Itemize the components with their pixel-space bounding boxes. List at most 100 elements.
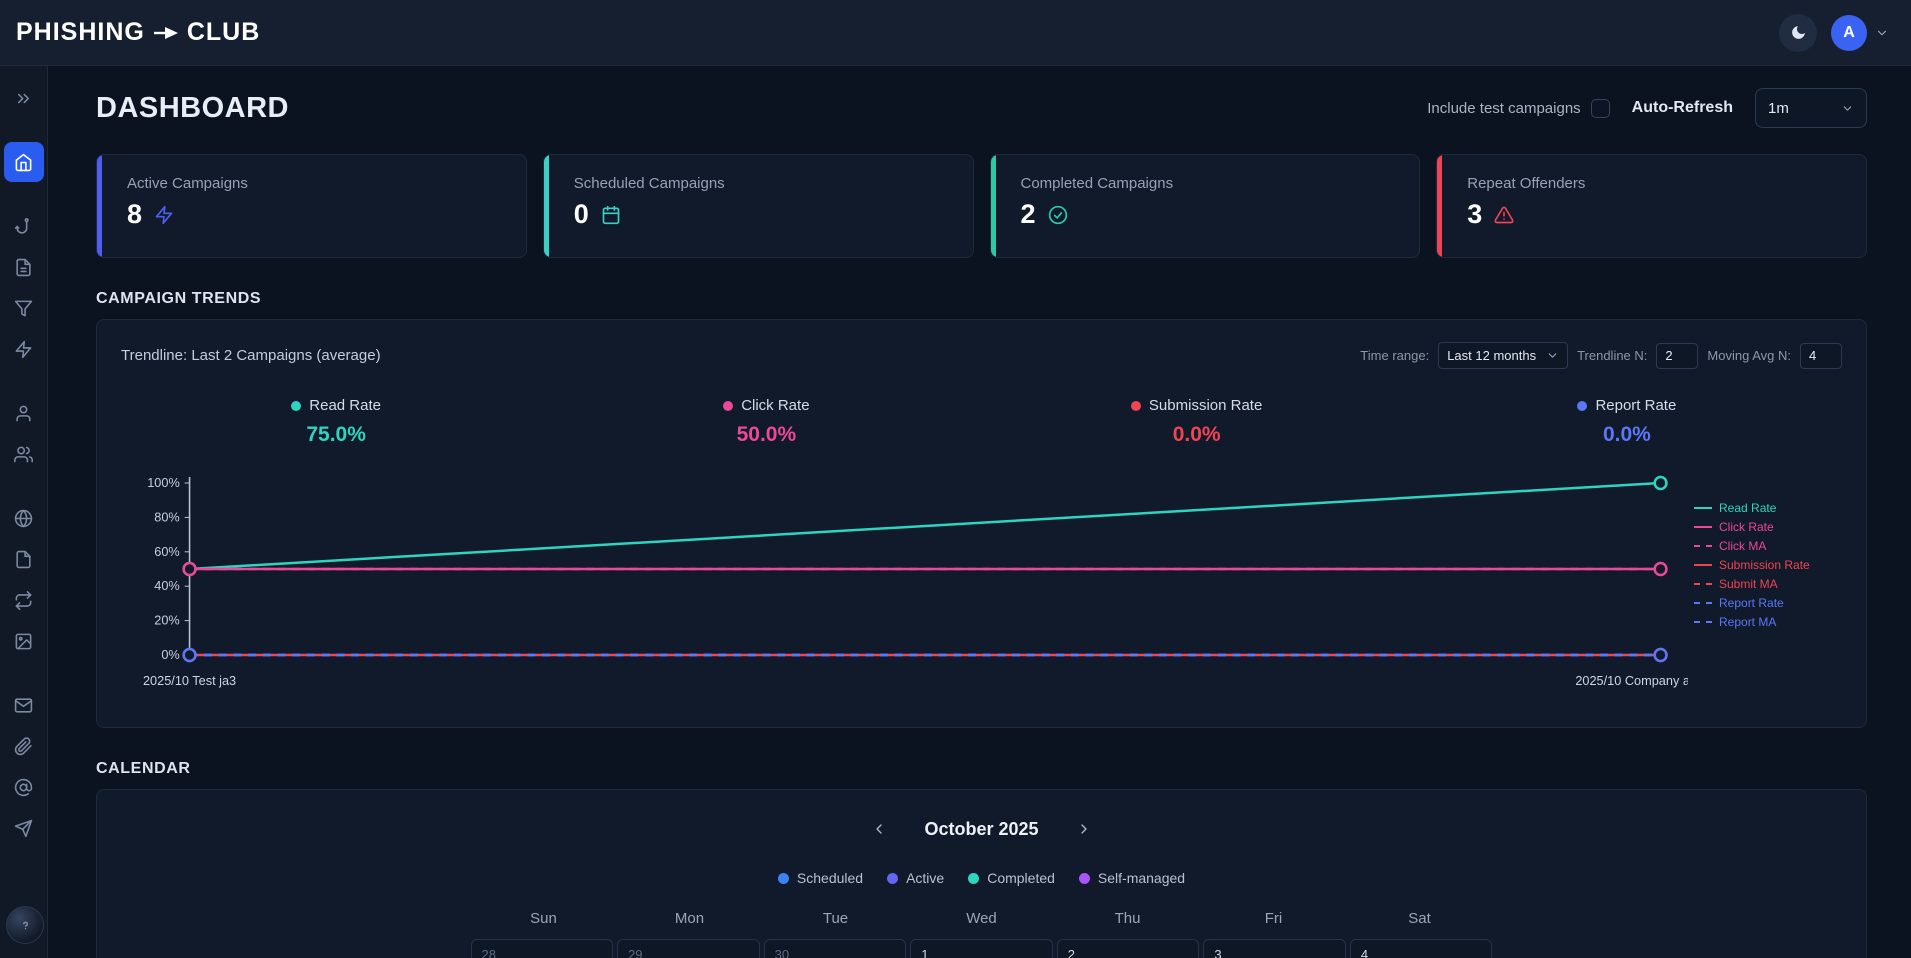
home-icon bbox=[15, 153, 32, 171]
calendar-cell[interactable]: 30 bbox=[763, 939, 907, 958]
chevron-down-icon bbox=[1877, 30, 1887, 35]
chart-legend-label: Report Rate bbox=[1719, 596, 1784, 610]
calendar-day-header: Fri bbox=[1264, 910, 1283, 927]
calendar-prev-button[interactable] bbox=[864, 814, 894, 844]
chart-legend-label: Click MA bbox=[1719, 539, 1767, 553]
avatar[interactable]: A bbox=[1831, 14, 1867, 51]
svg-text:20%: 20% bbox=[154, 612, 179, 627]
calendar-next-button[interactable] bbox=[1069, 814, 1099, 844]
sidebar-item-proxies[interactable] bbox=[4, 580, 44, 620]
help-button[interactable] bbox=[6, 906, 44, 944]
chevron-left-icon bbox=[876, 824, 883, 834]
stat-accent-bar bbox=[543, 155, 549, 257]
calendar-day-headers: Sun Mon Tue Wed Thu Fri Sat bbox=[471, 910, 1493, 927]
calendar-section-title: CALENDAR bbox=[96, 760, 191, 777]
legend-dot bbox=[777, 872, 789, 884]
chart-legend-item: Report Rate bbox=[1694, 596, 1842, 610]
globe-icon bbox=[14, 509, 33, 527]
calendar-cell[interactable]: 2 bbox=[1056, 939, 1200, 958]
hook-icon bbox=[14, 217, 29, 234]
sidebar-item-sending[interactable] bbox=[4, 808, 44, 848]
stat-value: 0 bbox=[573, 199, 589, 229]
brand-text-right: CLUB bbox=[186, 18, 261, 46]
calendar-icon bbox=[601, 205, 621, 225]
calendar-cell[interactable]: 29 bbox=[617, 939, 760, 958]
calendar-cell[interactable]: 4 bbox=[1349, 939, 1493, 958]
header-controls: Include test campaigns Auto-Refresh 1m bbox=[1427, 88, 1867, 128]
main-content: DASHBOARD Include test campaigns Auto-Re… bbox=[48, 66, 1911, 958]
sidebar-item-email[interactable] bbox=[4, 685, 44, 725]
calendar-cell-day: 28 bbox=[481, 947, 496, 958]
swap-icon bbox=[15, 590, 32, 610]
sidebar-item-dashboard[interactable] bbox=[3, 142, 44, 182]
metric-dot bbox=[1577, 400, 1588, 411]
calendar-day-header: Mon bbox=[674, 910, 705, 927]
trends-controls: Time range: Last 12 months Trendline N: … bbox=[1360, 342, 1842, 369]
calendar-cell-day: 3 bbox=[1214, 947, 1222, 958]
chart-legend-swatch bbox=[1694, 621, 1712, 623]
sidebar-item-campaigns[interactable] bbox=[4, 329, 44, 369]
trend-chart-legend: Read Rate Click Rate Click MA Submission Ra… bbox=[1694, 469, 1842, 629]
legend-label: Self-managed bbox=[1097, 870, 1186, 886]
svg-text:40%: 40% bbox=[154, 578, 179, 593]
metric-value: 0.0% bbox=[1172, 423, 1221, 446]
chart-legend-label: Click Rate bbox=[1719, 520, 1774, 534]
chart-legend-label: Submit MA bbox=[1719, 577, 1778, 591]
metric-report-rate: Report Rate 0.0% bbox=[1412, 397, 1842, 447]
include-test-campaigns-checkbox[interactable] bbox=[1590, 98, 1610, 118]
stat-card-scheduled-campaigns: Scheduled Campaigns 0 bbox=[542, 154, 974, 258]
chart-legend-swatch bbox=[1694, 545, 1712, 547]
page-title: DASHBOARD bbox=[96, 91, 289, 124]
sidebar-item-filters[interactable] bbox=[4, 288, 44, 328]
send-icon bbox=[14, 819, 33, 837]
brand-logo: PHISHING CLUB bbox=[16, 18, 260, 47]
chart-legend-item: Report MA bbox=[1694, 615, 1842, 629]
calendar-legend-active: Active bbox=[887, 870, 944, 886]
topbar-right: A bbox=[1779, 13, 1889, 52]
sidebar-item-templates[interactable] bbox=[4, 247, 44, 287]
image-icon bbox=[15, 633, 32, 649]
theme-toggle-button[interactable] bbox=[1779, 13, 1817, 52]
calendar-header: October 2025 bbox=[121, 814, 1842, 844]
campaign-trends-card: Trendline: Last 2 Campaigns (average) Ti… bbox=[96, 319, 1867, 728]
calendar-legend: Scheduled Active Completed Self-managed bbox=[121, 870, 1842, 886]
chevron-right-icon bbox=[1080, 824, 1087, 834]
chart-legend-swatch bbox=[1694, 507, 1712, 509]
sidebar-item-pages[interactable] bbox=[4, 539, 44, 579]
metric-label: Submission Rate bbox=[1148, 397, 1263, 414]
include-test-campaigns-toggle[interactable]: Include test campaigns bbox=[1427, 98, 1610, 118]
time-range-value: Last 12 months bbox=[1447, 348, 1537, 363]
chart-legend-item: Click MA bbox=[1694, 539, 1842, 553]
user-menu[interactable]: A bbox=[1831, 14, 1889, 51]
chart-legend-swatch bbox=[1694, 583, 1712, 585]
legend-label: Completed bbox=[987, 870, 1055, 886]
stat-label: Repeat Offenders bbox=[1467, 175, 1586, 192]
time-range-select[interactable]: Last 12 months bbox=[1438, 342, 1569, 369]
calendar-cell[interactable]: 28 bbox=[470, 939, 614, 958]
sidebar-item-groups[interactable] bbox=[4, 434, 44, 474]
sidebar-item-attachments[interactable] bbox=[4, 726, 44, 766]
sidebar-expand-button[interactable] bbox=[4, 78, 44, 118]
auto-refresh-select[interactable]: 1m bbox=[1755, 88, 1867, 128]
sidebar-item-recipients[interactable] bbox=[4, 393, 44, 433]
file-text-icon bbox=[16, 550, 31, 568]
calendar-legend-completed: Completed bbox=[968, 870, 1055, 886]
svg-text:80%: 80% bbox=[154, 509, 179, 524]
moving-avg-n-input[interactable] bbox=[1800, 342, 1842, 369]
trendline-n-input[interactable] bbox=[1656, 342, 1699, 369]
calendar-cell[interactable]: 1 bbox=[910, 939, 1053, 958]
chevron-down-icon bbox=[1548, 353, 1557, 358]
calendar-cell[interactable]: 3 bbox=[1203, 939, 1346, 958]
sidebar-item-assets[interactable] bbox=[4, 621, 44, 661]
zap-icon bbox=[154, 205, 174, 225]
calendar-cell-day: 30 bbox=[774, 947, 790, 958]
chart-legend-item: Read Rate bbox=[1694, 501, 1842, 515]
moon-icon bbox=[1791, 26, 1805, 39]
svg-text:100%: 100% bbox=[147, 475, 180, 490]
sidebar-item-phishing[interactable] bbox=[4, 206, 44, 246]
topbar: PHISHING CLUB A bbox=[0, 0, 1911, 66]
moving-avg-n-label: Moving Avg N: bbox=[1707, 348, 1791, 363]
check-circle-icon bbox=[1048, 205, 1068, 225]
sidebar-item-smtp[interactable] bbox=[4, 767, 44, 807]
sidebar-item-domains[interactable] bbox=[4, 498, 44, 538]
